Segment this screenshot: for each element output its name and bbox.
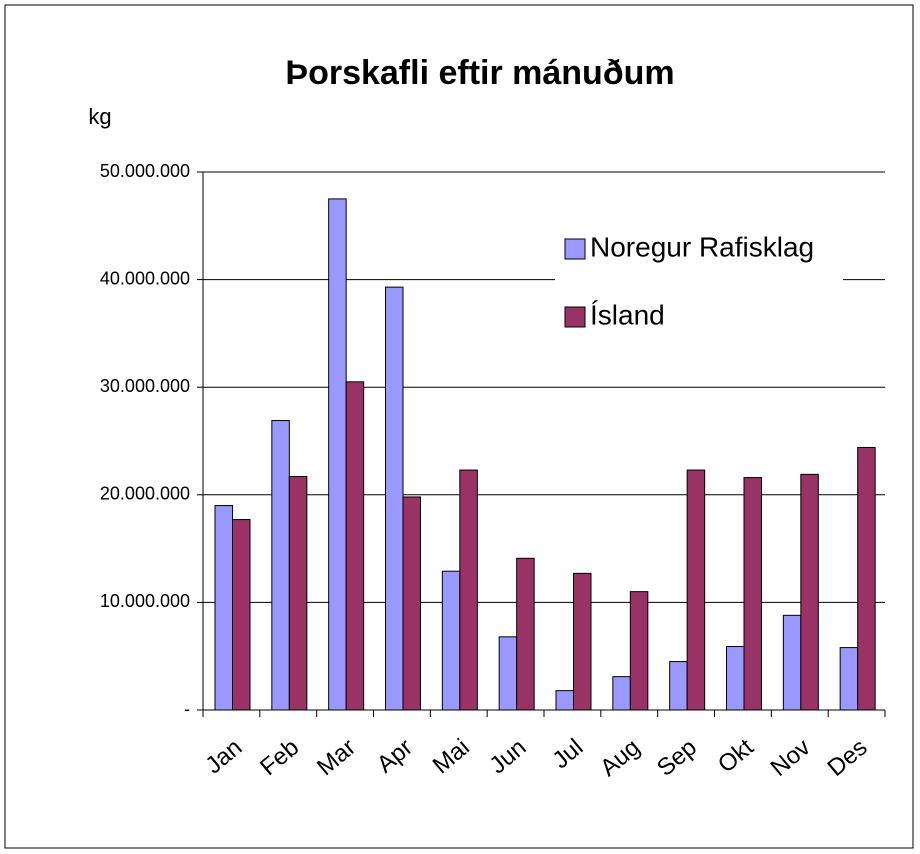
chart-title: Þorskafli eftir mánuðum <box>285 54 674 92</box>
bar <box>459 469 478 711</box>
legend-swatch <box>564 238 586 260</box>
bar <box>345 381 365 711</box>
bar <box>782 614 802 711</box>
y-tick-label: 50.000.000 <box>100 161 190 181</box>
bar <box>328 198 347 711</box>
bar <box>385 286 404 711</box>
bar <box>629 591 649 711</box>
bar <box>232 519 251 711</box>
y-axis-label: kg <box>88 104 111 129</box>
bar <box>214 505 233 711</box>
bar <box>857 446 876 711</box>
y-tick-label: 20.000.000 <box>100 484 190 504</box>
bar <box>555 690 574 711</box>
y-tick-label: - <box>184 699 190 719</box>
bar <box>686 469 706 711</box>
bar <box>516 557 535 711</box>
bar <box>800 473 819 711</box>
bar <box>271 420 290 711</box>
legend-label: Ísland <box>590 299 665 330</box>
bar <box>612 676 631 711</box>
legend-box <box>555 222 843 343</box>
bar <box>498 636 518 711</box>
y-tick-label: 10.000.000 <box>100 591 190 611</box>
y-tick-label: 30.000.000 <box>100 376 190 396</box>
legend-swatch <box>564 306 586 328</box>
y-tick-label: 40.000.000 <box>100 268 190 288</box>
bar <box>839 647 859 711</box>
bar <box>669 661 688 711</box>
chart-frame <box>4 4 914 849</box>
bar <box>726 646 745 711</box>
bar <box>573 572 592 711</box>
legend-label: Noregur Rafisklag <box>590 231 814 262</box>
bar <box>402 496 421 711</box>
bar <box>743 477 762 711</box>
bar <box>288 476 308 711</box>
bar <box>441 570 461 711</box>
